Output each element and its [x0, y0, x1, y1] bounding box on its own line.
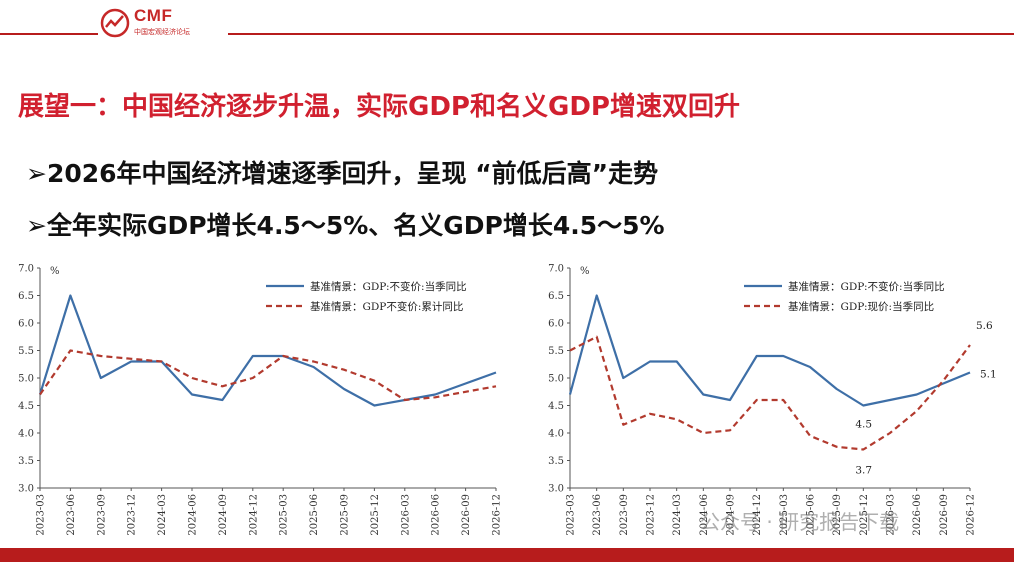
x-tick-label: 2026-12: [492, 494, 503, 536]
y-tick-label: 3.5: [548, 456, 564, 467]
x-tick-label: 2025-09: [832, 494, 843, 536]
x-tick-label: 2026-09: [461, 494, 472, 536]
data-label: 4.5: [855, 419, 872, 431]
footer-bar: [0, 548, 1014, 562]
x-tick-label: 2023-09: [619, 494, 630, 536]
y-tick-label: 5.0: [18, 374, 34, 385]
x-tick-label: 2026-03: [400, 494, 411, 536]
y-tick-label: 4.0: [18, 429, 34, 440]
x-tick-label: 2026-03: [886, 494, 897, 536]
data-label: 3.7: [855, 465, 872, 477]
legend-label-2: 基准情景：GDP不变价:累计同比: [310, 300, 463, 313]
chart-left-svg: % 3.0 3.5 4.0 4.5 5.0 5.5 6.0 6.5 7.0 2023-03 2023-…: [18, 264, 521, 536]
y-tick-label: 5.0: [548, 374, 564, 385]
x-tick-label: 2024-09: [726, 494, 737, 536]
y-tick-label: 3.0: [548, 484, 564, 495]
legend-label-2: 基准情景：GDP:现价:当季同比: [788, 300, 934, 313]
x-tick-label: 2024-03: [672, 494, 683, 536]
logo: CMF 中国宏观经济论坛: [98, 6, 228, 40]
x-tick-label: 2024-12: [752, 494, 763, 536]
x-tick-label: 2023-03: [36, 494, 47, 536]
x-tick-label: 2023-12: [646, 494, 657, 536]
y-tick-label: 5.5: [548, 346, 564, 357]
y-tick-label: 4.0: [548, 429, 564, 440]
x-tick-label: 2025-03: [279, 494, 290, 536]
x-tick-label: 2025-12: [859, 494, 870, 536]
y-tick-label: 6.5: [18, 291, 34, 302]
x-tick-label: 2025-09: [340, 494, 351, 536]
legend-label-1: 基准情景：GDP:不变价:当季同比: [788, 280, 945, 293]
x-tick-label: 2025-03: [779, 494, 790, 536]
unit-label: %: [50, 266, 60, 277]
logo-icon: [100, 8, 130, 38]
x-tick-label: 2023-12: [127, 494, 138, 536]
y-tick-label: 6.0: [548, 319, 564, 330]
chart-right: % 3.0 3.5 4.0 4.5 5.0 5.5 6.0 6.5 7.0 2023-03 2023-…: [530, 256, 1014, 552]
header-divider: [0, 33, 1014, 35]
bullet-2: ➢全年实际GDP增长4.5～5%、名义GDP增长4.5～5%: [26, 211, 665, 240]
x-tick-label: 2025-12: [370, 494, 381, 536]
y-tick-label: 5.5: [18, 346, 34, 357]
x-tick-label: 2024-06: [699, 494, 710, 536]
y-tick-label: 4.5: [548, 401, 564, 412]
legend-label-1: 基准情景：GDP:不变价:当季同比: [310, 280, 467, 293]
x-tick-label: 2024-03: [157, 494, 168, 536]
watermark: 公众号 · 研究报告下载: [700, 510, 900, 534]
bullet-1: ➢2026年中国经济增速逐季回升，呈现 “前低后高”走势: [26, 159, 659, 188]
x-tick-label: 2025-06: [806, 494, 817, 536]
y-tick-label: 7.0: [18, 264, 34, 275]
x-tick-label: 2026-06: [912, 494, 923, 536]
x-tick-label: 2026-06: [431, 494, 442, 536]
y-tick-label: 7.0: [548, 264, 564, 275]
x-tick-label: 2024-12: [248, 494, 259, 536]
chart-left: % 3.0 3.5 4.0 4.5 5.0 5.5 6.0 6.5 7.0 2023-03 2023-…: [8, 256, 521, 552]
series-line-2: [39, 349, 497, 402]
logo-name: CMF: [134, 6, 173, 25]
y-tick-label: 6.5: [548, 291, 564, 302]
x-tick-label: 2023-09: [96, 494, 107, 536]
x-tick-label: 2026-09: [939, 494, 950, 536]
unit-label: %: [580, 266, 590, 277]
y-tick-label: 6.0: [18, 319, 34, 330]
y-tick-label: 4.5: [18, 401, 34, 412]
series-line-2: [569, 335, 971, 451]
x-tick-label: 2024-09: [218, 494, 229, 536]
y-tick-label: 3.0: [18, 484, 34, 495]
x-tick-label: 2023-06: [66, 494, 77, 536]
data-label: 5.1: [980, 369, 997, 381]
logo-subtitle: 中国宏观经济论坛: [134, 28, 190, 36]
data-label: 5.6: [976, 320, 993, 332]
page-title: 展望一：中国经济逐步升温，实际GDP和名义GDP增速双回升: [18, 92, 740, 122]
x-tick-label: 2026-12: [966, 494, 977, 536]
x-tick-label: 2023-06: [592, 494, 603, 536]
x-tick-label: 2024-06: [188, 494, 199, 536]
series-line-1: [568, 294, 971, 407]
x-tick-label: 2025-06: [309, 494, 320, 536]
x-tick-label: 2023-03: [566, 494, 577, 536]
chart-right-svg: % 3.0 3.5 4.0 4.5 5.0 5.5 6.0 6.5 7.0 2023-03 2023-…: [548, 264, 997, 536]
series-line-1: [38, 294, 497, 407]
y-tick-label: 3.5: [18, 456, 34, 467]
